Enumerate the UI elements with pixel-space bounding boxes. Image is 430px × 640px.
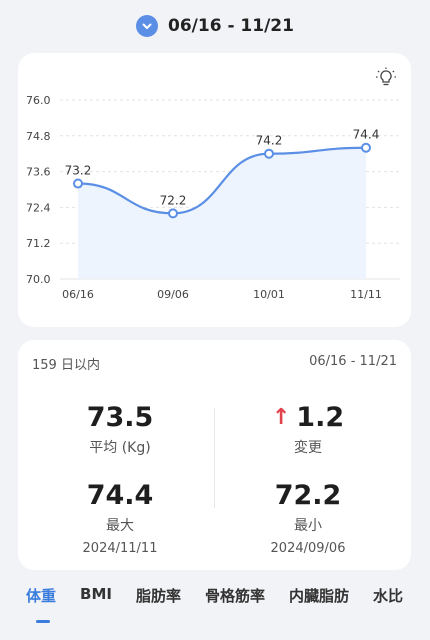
divider [214, 408, 215, 508]
data-label: 72.2 [160, 193, 187, 207]
tab-skeletal-muscle[interactable]: 骨格筋率 [204, 587, 265, 605]
weight-chart-card: 76.0 74.8 73.6 72.4 71.2 70.0 73.2 06/16 72.2 09/… [18, 53, 411, 327]
y-tick-label: 73.6 [26, 166, 51, 179]
tab-weight[interactable]: 体重 [26, 587, 57, 605]
arrow-up-icon: ↑ [271, 405, 291, 430]
y-tick-label: 70.0 [26, 273, 51, 286]
data-label: 74.2 [256, 134, 283, 148]
average-label: 平均 (Kg) [89, 440, 151, 456]
active-tab-indicator [36, 620, 50, 623]
max-date: 2024/11/11 [82, 541, 158, 556]
change-value: 1.2 [296, 402, 345, 433]
x-tick-label: 10/01 [253, 288, 285, 301]
min-date: 2024/09/06 [270, 541, 346, 556]
chevron-down-icon[interactable] [136, 15, 159, 37]
weight-line-chart: 76.0 74.8 73.6 72.4 71.2 70.0 73.2 06/16 72.2 09/… [26, 94, 400, 301]
x-tick-label: 11/11 [350, 288, 382, 301]
data-label: 73.2 [65, 164, 92, 178]
min-label: 最小 [294, 518, 322, 534]
y-tick-label: 76.0 [26, 94, 51, 107]
period-range: 06/16 - 11/21 [309, 354, 397, 369]
x-tick-label: 09/06 [157, 288, 189, 301]
tab-body-fat[interactable]: 脂肪率 [135, 587, 181, 605]
max-value: 74.4 [86, 480, 154, 511]
data-point[interactable] [361, 142, 371, 153]
series-line [77, 146, 367, 215]
x-tick-label: 06/16 [62, 288, 94, 301]
data-point[interactable] [264, 148, 274, 159]
min-value: 72.2 [274, 480, 342, 511]
lightbulb-icon[interactable] [375, 67, 397, 89]
max-stat: 74.4 最大 2024/11/11 [30, 480, 210, 556]
date-range-label[interactable]: 06/16 - 11/21 [168, 16, 294, 36]
tab-bmi[interactable]: BMI [80, 585, 112, 603]
change-label: 変更 [294, 440, 322, 456]
y-tick-label: 72.4 [26, 201, 51, 214]
area-fill [78, 147, 366, 279]
y-tick-label: 71.2 [26, 237, 51, 250]
tab-water[interactable]: 水比 [373, 587, 404, 605]
date-range-header[interactable]: 06/16 - 11/21 [0, 10, 430, 42]
period-days: 159 日以内 [32, 358, 100, 373]
average-stat: 73.5 平均 (Kg) [30, 402, 210, 457]
data-point[interactable] [73, 178, 83, 189]
max-label: 最大 [106, 518, 134, 534]
tab-visceral-fat[interactable]: 内臓脂肪 [289, 587, 350, 605]
stats-card: 159 日以内 06/16 - 11/21 73.5 平均 (Kg) ↑ 1.2… [18, 340, 411, 570]
metric-tabs: 体重 BMI 脂肪率 骨格筋率 内臓脂肪 水比 [0, 585, 430, 625]
average-value: 73.5 [86, 402, 154, 433]
min-stat: 72.2 最小 2024/09/06 [218, 480, 398, 556]
data-point[interactable] [168, 208, 178, 219]
data-label: 74.4 [353, 128, 380, 142]
y-tick-label: 74.8 [26, 130, 51, 143]
change-stat: ↑ 1.2 変更 [218, 402, 398, 457]
